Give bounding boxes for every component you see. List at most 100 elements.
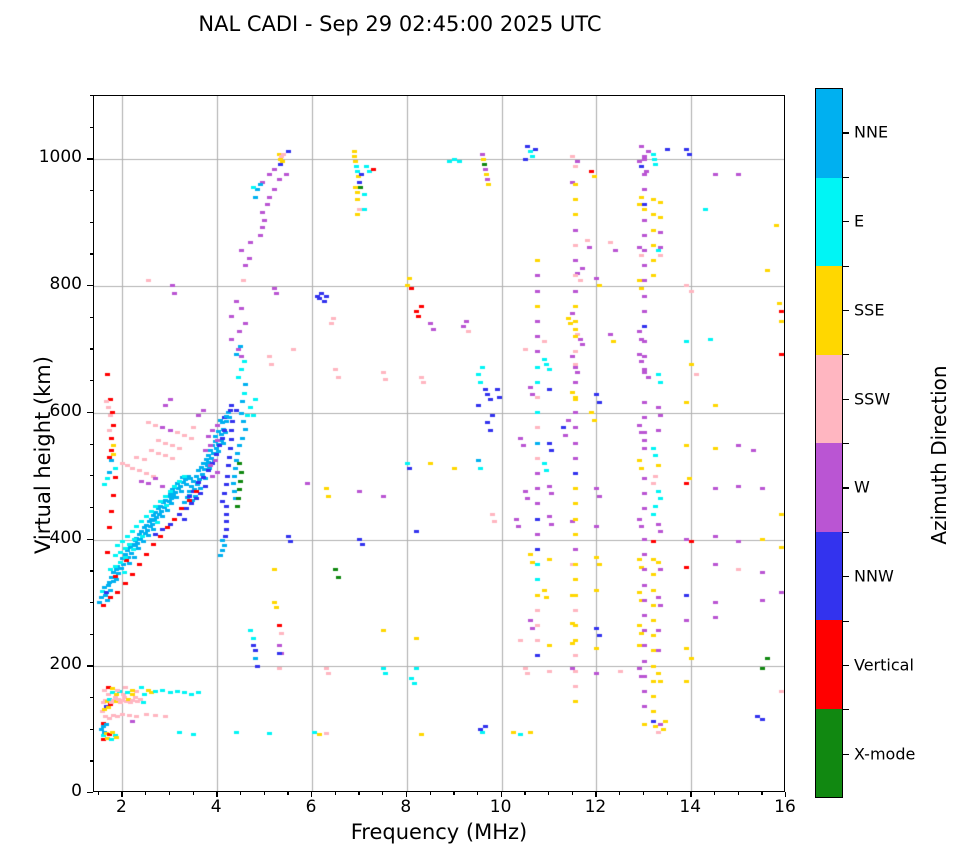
y-minor-tick-mark — [89, 696, 93, 699]
colorbar-segment-nne[interactable] — [816, 89, 842, 178]
y-tick-mark — [87, 158, 93, 160]
x-tick-mark — [785, 792, 787, 797]
y-minor-tick-mark — [89, 601, 93, 604]
x-minor-tick-mark — [382, 792, 384, 795]
x-tick-label: 16 — [774, 797, 796, 817]
x-minor-tick-mark — [548, 792, 550, 795]
x-minor-tick-mark — [524, 792, 526, 795]
x-tick-mark — [216, 792, 218, 797]
colorbar-tick-mark — [843, 664, 849, 667]
x-minor-tick-mark — [239, 792, 242, 795]
y-minor-tick-mark — [89, 506, 93, 509]
y-minor-tick-mark — [89, 348, 93, 350]
y-minor-tick-mark — [89, 443, 93, 445]
x-minor-tick-mark — [713, 792, 716, 795]
x-minor-tick-mark — [571, 792, 573, 795]
y-tick-label: 0 — [71, 781, 82, 801]
y-minor-tick-mark — [89, 253, 93, 255]
colorbar-tick-label-x-mode: X-mode — [854, 744, 916, 764]
colorbar-tick-label-nnw: NNW — [854, 566, 894, 586]
y-minor-tick-mark — [89, 570, 93, 572]
colorbar-boundary-mark — [843, 265, 849, 267]
x-minor-tick-mark — [192, 792, 194, 795]
y-minor-tick-mark — [89, 728, 93, 730]
x-tick-label: 14 — [679, 797, 702, 817]
colorbar-tick-label-sse: SSE — [854, 300, 885, 320]
y-minor-tick-mark — [89, 190, 93, 192]
y-tick-mark — [87, 411, 93, 414]
x-minor-tick-mark — [453, 792, 455, 795]
x-minor-tick-mark — [97, 792, 100, 795]
x-minor-tick-mark — [287, 792, 289, 795]
colorbar-tick-mark — [843, 398, 849, 400]
y-minor-tick-mark — [89, 95, 93, 97]
colorbar-tick-label-vertical: Vertical — [854, 655, 914, 675]
colorbar-boundary-mark — [843, 176, 849, 178]
x-minor-tick-mark — [619, 792, 621, 795]
colorbar-segment-ssw[interactable] — [816, 354, 842, 443]
y-tick-mark — [87, 285, 93, 287]
colorbar-tick-mark — [843, 487, 849, 489]
y-axis-label: Virtual height (km) — [31, 356, 55, 554]
colorbar-tick-mark — [843, 132, 849, 134]
x-tick-label: 2 — [116, 797, 127, 817]
colorbar-segment-sse[interactable] — [816, 266, 842, 355]
x-tick-label: 8 — [400, 797, 412, 817]
x-minor-tick-mark — [642, 792, 645, 795]
ionogram-scatter-canvas — [94, 96, 784, 791]
x-minor-tick-mark — [737, 792, 739, 795]
y-tick-label: 600 — [49, 400, 82, 421]
plot-area[interactable] — [93, 95, 785, 792]
colorbar-tick-mark — [843, 576, 849, 578]
y-minor-tick-mark — [89, 380, 93, 382]
colorbar-segment-x-mode[interactable] — [816, 708, 842, 797]
x-tick-label: 4 — [210, 797, 222, 817]
x-axis-label: Frequency (MHz) — [350, 820, 528, 844]
x-minor-tick-mark — [666, 792, 668, 795]
colorbar-tick-label-nne: NNE — [854, 122, 889, 142]
colorbar-tick-mark — [843, 753, 849, 755]
y-tick-label: 1000 — [38, 147, 82, 168]
x-tick-mark — [690, 792, 692, 797]
x-tick-label: 6 — [305, 797, 317, 817]
y-tick-label: 400 — [49, 527, 82, 548]
colorbar-boundary-mark — [843, 709, 849, 711]
y-tick-mark — [87, 538, 93, 540]
page-title: NAL CADI - Sep 29 02:45:00 2025 UTC — [198, 12, 602, 36]
x-minor-tick-mark — [263, 792, 265, 795]
colorbar-boundary-mark — [843, 354, 849, 356]
colorbar-tick-mark — [843, 221, 849, 223]
x-minor-tick-mark — [476, 792, 479, 795]
y-tick-label: 200 — [49, 654, 82, 675]
colorbar-segment-e[interactable] — [816, 177, 842, 266]
y-minor-tick-mark — [89, 475, 93, 477]
y-minor-tick-mark — [89, 760, 93, 762]
colorbar-segment-nnw[interactable] — [816, 531, 842, 620]
x-minor-tick-mark — [761, 792, 763, 795]
colorbar-tick-label-e: E — [854, 211, 865, 231]
y-tick-label: 800 — [49, 274, 82, 295]
y-minor-tick-mark — [89, 633, 93, 635]
x-tick-mark — [500, 792, 502, 797]
x-tick-label: 10 — [489, 797, 512, 817]
colorbar-tick-label-ssw: SSW — [854, 389, 891, 409]
y-tick-mark — [87, 665, 93, 667]
x-minor-tick-mark — [358, 792, 360, 795]
azimuth-colorbar[interactable] — [815, 88, 843, 798]
x-tick-mark — [405, 792, 408, 797]
x-minor-tick-mark — [334, 792, 337, 795]
colorbar-segment-w[interactable] — [816, 443, 842, 532]
colorbar-boundary-mark — [843, 443, 849, 445]
x-minor-tick-mark — [145, 792, 147, 795]
y-minor-tick-mark — [89, 221, 93, 224]
x-tick-mark — [121, 792, 123, 797]
colorbar-boundary-mark — [843, 620, 849, 622]
colorbar-boundary-mark — [843, 531, 849, 533]
x-tick-label: 12 — [584, 797, 607, 817]
colorbar-segment-vertical[interactable] — [816, 620, 842, 709]
x-minor-tick-mark — [429, 792, 431, 795]
y-tick-mark — [87, 792, 93, 794]
colorbar-axis-label: Azimuth Direction — [927, 365, 951, 545]
x-tick-mark — [311, 792, 313, 797]
